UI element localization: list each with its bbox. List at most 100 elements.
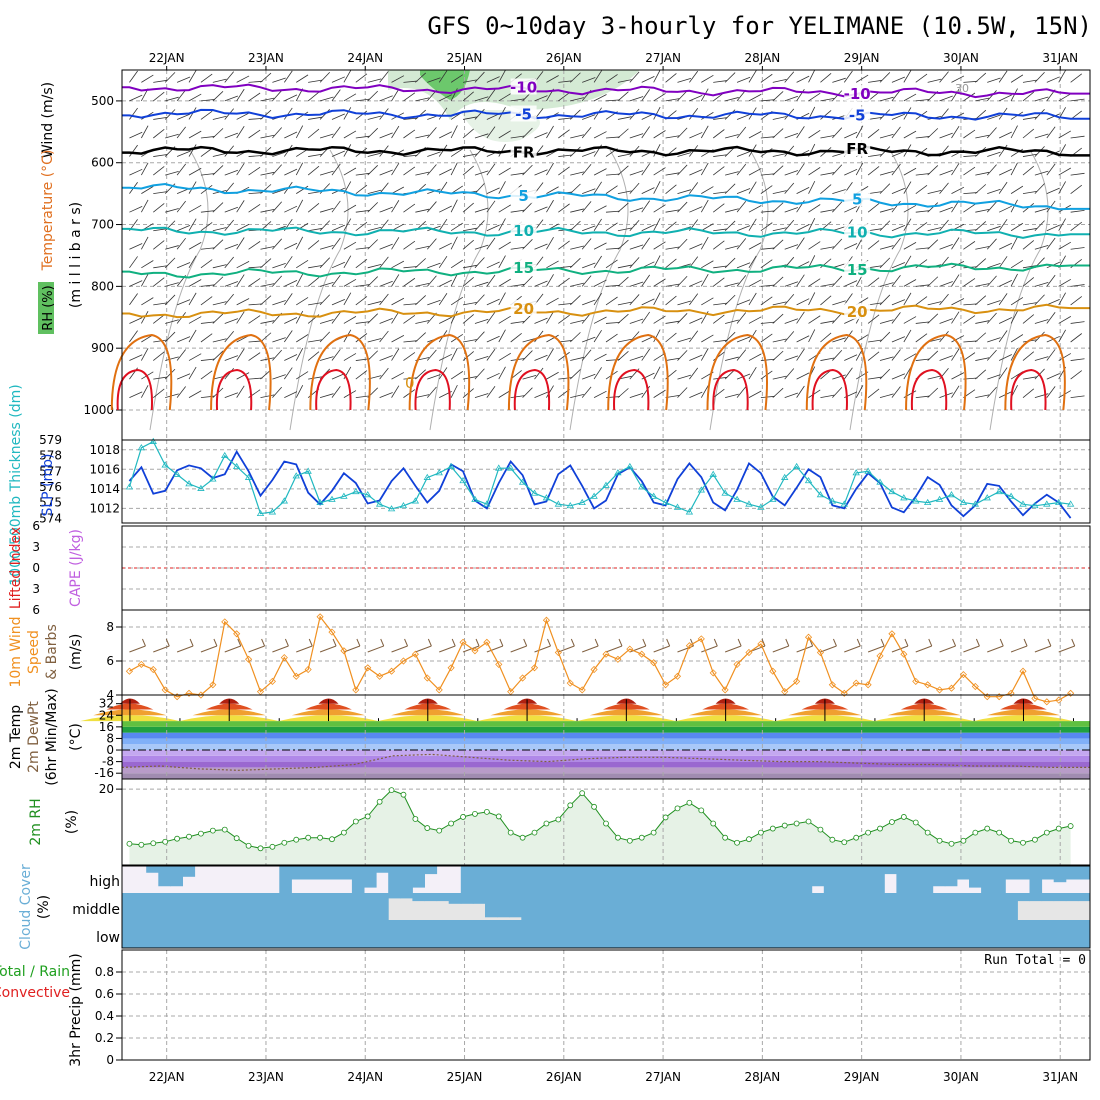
wind-barb <box>546 199 554 213</box>
wind-barb <box>736 349 747 361</box>
wind-barb <box>272 151 286 157</box>
wind-barb <box>701 74 714 83</box>
wind-barb <box>367 90 379 102</box>
wind-barb <box>176 386 186 398</box>
wind-barb <box>295 162 304 176</box>
wind-barb <box>1058 167 1072 176</box>
wind-barb <box>760 185 773 194</box>
cloud-high-bar <box>799 866 813 893</box>
wind-barb <box>1010 236 1018 250</box>
wind-barb <box>355 110 368 120</box>
wind-speed-point <box>1055 696 1063 704</box>
wind-barb-flag <box>666 638 671 647</box>
top-date-axis: 22JAN 23JAN 24JAN 25JAN 26JAN 27JAN 28JAN 29JAN… <box>149 51 1078 71</box>
wind-barb <box>153 203 165 213</box>
wind-barb <box>689 107 699 120</box>
wind-barb <box>629 133 644 139</box>
isotherm-label: 20 <box>513 300 534 318</box>
rh-contour <box>709 149 769 431</box>
wind-barb <box>391 260 405 269</box>
cloud-middle-bar <box>678 893 692 920</box>
wind-barb <box>868 302 883 306</box>
wind-speed-point <box>471 647 479 655</box>
wind-barb <box>426 164 437 176</box>
wind-barb <box>760 321 775 324</box>
wind-barb <box>176 373 191 380</box>
wind-barb <box>200 110 213 120</box>
wind-speed-point <box>316 613 324 621</box>
precip-tick-label: 0.8 <box>95 965 114 979</box>
wind-barb <box>188 242 202 250</box>
cloud-high-bar <box>412 866 425 888</box>
wind-barb <box>891 76 906 83</box>
wind-barb <box>963 303 978 306</box>
wind-barb <box>558 645 575 653</box>
wind-barb <box>1022 79 1037 83</box>
wind-barb <box>629 71 640 83</box>
panel-frame <box>121 778 1091 866</box>
wind-barb <box>200 73 213 83</box>
wind-barb <box>748 316 762 324</box>
wind-barb <box>165 282 179 287</box>
slp-tick-label: 1012 <box>89 501 120 515</box>
wind-barb <box>653 292 661 306</box>
rh-point <box>519 834 526 841</box>
wind-barb <box>820 394 835 399</box>
rh-point <box>841 839 848 846</box>
wind-barb <box>784 132 799 139</box>
cloud-middle-bar <box>182 893 196 920</box>
wind-barb <box>832 201 843 213</box>
wind-barb <box>975 295 987 306</box>
wind-barb <box>1022 314 1035 324</box>
cloud-high-bar <box>714 866 728 893</box>
wind-barb <box>808 129 821 139</box>
wind-barb <box>951 298 965 306</box>
wind-barb <box>891 150 906 157</box>
wind-speed-point <box>340 647 348 655</box>
wind-barb <box>891 187 906 195</box>
wind-barb <box>129 256 138 269</box>
cloud-middle-bar <box>763 893 776 920</box>
isotherm-25-loop <box>905 333 967 411</box>
thickness-point <box>828 497 837 504</box>
wind-barb <box>915 173 930 176</box>
wind-barb <box>153 128 165 139</box>
wind-barb <box>915 136 930 139</box>
isotherm-label-bg <box>510 105 537 122</box>
rh-point <box>412 816 419 822</box>
cloud-high-bar <box>727 866 740 893</box>
wind-barb <box>796 298 810 306</box>
wind-barb <box>224 256 234 269</box>
isotherm-label-bg <box>844 106 871 123</box>
rh-point <box>996 829 1003 836</box>
wind-barb <box>1046 76 1060 83</box>
wind-barb <box>558 203 570 213</box>
cloud-middle-bar <box>448 893 462 904</box>
isotherm-label-bg <box>844 261 871 278</box>
wind-barb <box>248 377 263 380</box>
wind-barb <box>224 293 234 306</box>
wind-barb <box>975 72 987 83</box>
wind-barb <box>712 129 725 139</box>
rh-point <box>972 829 979 836</box>
wind-barb <box>450 310 458 324</box>
wind-barb <box>868 79 883 83</box>
wind-barb <box>677 189 692 195</box>
wind-barb <box>927 78 942 83</box>
wind-speed-point <box>959 671 967 679</box>
wind-barb <box>498 218 506 231</box>
thickness-point <box>804 476 813 484</box>
wind-barb <box>617 388 629 398</box>
cape-label: CAPE (J/kg) <box>68 529 84 607</box>
wind-barb <box>820 135 835 139</box>
cloud-middle-bar <box>460 893 474 904</box>
wind-barb <box>415 320 430 324</box>
wind-barb <box>212 227 227 232</box>
wind-barb <box>832 127 843 139</box>
rh-point <box>710 820 717 827</box>
wind-barb <box>498 366 506 380</box>
cloud-high-bar <box>1041 866 1055 880</box>
cloud-middle-bar <box>497 893 510 918</box>
wind-barb <box>736 188 751 195</box>
wind-barb <box>891 349 901 361</box>
